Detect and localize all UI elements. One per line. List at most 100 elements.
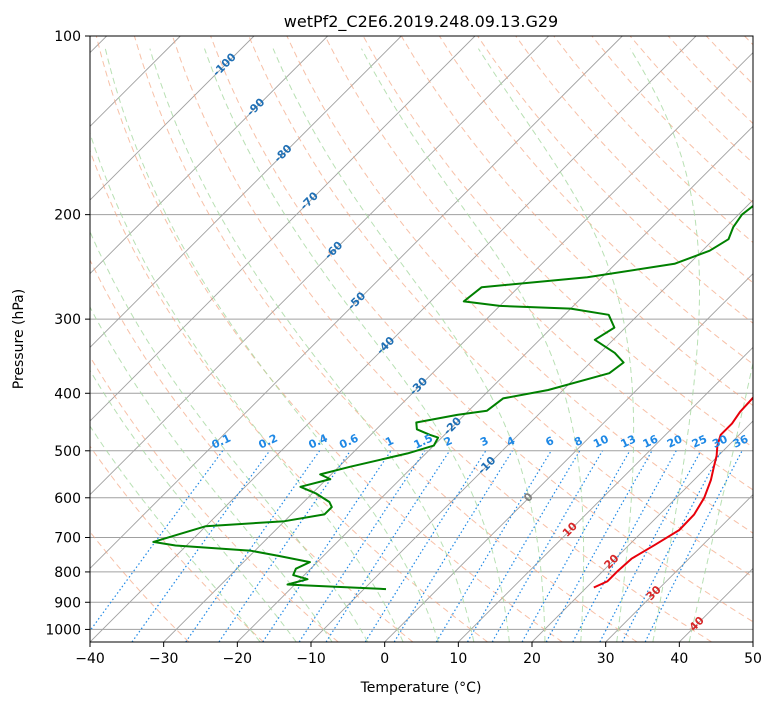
- dry-adiabat: [324, 36, 753, 491]
- y-tick-label: 600: [54, 491, 81, 507]
- x-tick-label: 10: [449, 651, 467, 667]
- y-tick-label: 500: [54, 444, 81, 460]
- dry-adiabat: [477, 36, 753, 324]
- x-tick-label: −20: [223, 651, 253, 667]
- dry-adiabat: [248, 36, 753, 578]
- mixing-ratio-label: 8: [572, 434, 584, 449]
- dry-adiabat: [515, 36, 753, 284]
- isotherm-label: -60: [322, 238, 345, 261]
- mixing-ratio-label: 3: [478, 434, 490, 449]
- dry-adiabat: [286, 36, 753, 534]
- mixing-ratio-line: [599, 450, 702, 642]
- isotherm--40: [90, 36, 697, 642]
- dry-adiabat: [95, 36, 563, 642]
- temperature-profile: [593, 396, 753, 589]
- moist-adiabat: [90, 425, 261, 642]
- isotherm-0: [384, 273, 753, 642]
- isotherm--30: [163, 52, 753, 642]
- chart-title: wetPf2_C2E6.2019.248.09.13.G29: [284, 12, 558, 32]
- isotherm-label: -80: [271, 142, 294, 165]
- mixing-ratio-label: 36: [731, 432, 751, 450]
- mixing-ratio-label: 20: [665, 432, 685, 450]
- isotherm--20: [237, 125, 753, 642]
- isotherm--100: [90, 36, 255, 201]
- y-tick-label: 700: [54, 531, 81, 547]
- isotherm-label: -40: [374, 334, 397, 357]
- moist-adiabat: [629, 48, 700, 642]
- mixing-ratio-line: [644, 450, 743, 642]
- y-tick-label: 800: [54, 565, 81, 581]
- dry-adiabat: [90, 149, 488, 642]
- dry-adiabat: [210, 36, 753, 623]
- mixing-ratio-label: 16: [641, 432, 661, 450]
- isotherm--50: [90, 36, 623, 569]
- mixing-ratio-line: [521, 450, 631, 642]
- moist-adiabat: [104, 48, 439, 642]
- dry-adiabat: [90, 445, 264, 642]
- isotherm-label: -10: [475, 454, 498, 477]
- x-tick-label: −40: [75, 651, 105, 667]
- x-tick-label: 20: [523, 651, 541, 667]
- mixing-ratio-line: [545, 450, 653, 642]
- moist-adiabat: [688, 361, 753, 642]
- moist-adiabat: [90, 306, 333, 642]
- x-tick-label: −30: [149, 651, 179, 667]
- mixing-ratio-label: 30: [710, 432, 730, 450]
- isotherm-label: 30: [644, 583, 664, 603]
- x-tick-label: 40: [670, 651, 688, 667]
- isotherm-30: [605, 494, 753, 642]
- mixing-ratio-label: 25: [690, 433, 709, 451]
- isotherm--10: [310, 199, 753, 642]
- dry-adiabat: [172, 36, 712, 642]
- dry-adiabat: [744, 36, 753, 46]
- mixing-ratio-line: [185, 450, 321, 642]
- series-lines: [152, 204, 753, 591]
- x-tick-label: 0: [380, 651, 389, 667]
- dewpoint-profile: [152, 204, 753, 591]
- mixing-ratio-label: 1: [383, 434, 395, 449]
- plot-area: 0.1 0.2 0.4 0.6 1 1.5 2 3 4 6 8 10 13 16 20 25 30 36-100-…: [90, 36, 753, 642]
- isotherm-10: [458, 346, 753, 642]
- isotherm-label: -90: [244, 95, 267, 118]
- dry-adiabat: [90, 531, 190, 642]
- y-tick-label: 200: [54, 208, 81, 224]
- y-tick-label: 1000: [45, 622, 81, 638]
- mixing-ratio-label: 13: [619, 433, 638, 451]
- isotherm--60: [90, 36, 549, 496]
- y-tick-label: 300: [54, 312, 81, 328]
- dry-adiabat: [553, 36, 753, 244]
- y-axis-ticks: 100 200 300 400 500 600 700 800 900 1000: [45, 29, 90, 638]
- moist-adiabat: [149, 48, 475, 642]
- dry-adiabat: [705, 36, 753, 85]
- mixing-ratio-line: [572, 450, 677, 642]
- mixing-ratio-line: [364, 450, 487, 642]
- mixing-ratio-line: [218, 450, 351, 642]
- y-tick-label: 400: [54, 386, 81, 402]
- dry-adiabat: [90, 355, 339, 642]
- x-axis-label: Temperature (°C): [360, 680, 482, 696]
- isotherm-label: 10: [560, 519, 580, 539]
- isotherm-label: -70: [298, 189, 321, 212]
- moist-adiabat: [477, 48, 635, 642]
- mixing-ratio-line: [262, 450, 392, 642]
- y-tick-label: 900: [54, 595, 81, 611]
- background-lines: [90, 36, 753, 642]
- mixing-ratio-label: 0.4: [307, 431, 330, 451]
- mixing-ratio-label: 0.2: [257, 432, 280, 452]
- isotherm-20: [531, 420, 753, 642]
- x-tick-label: 30: [597, 651, 615, 667]
- y-tick-label: 100: [54, 29, 81, 45]
- y-axis-label: Pressure (hPa): [11, 289, 27, 389]
- dry-adiabat: [591, 36, 753, 204]
- x-axis-ticks: −40 −30 −20 −10 0 10 20 30 40 50: [75, 642, 762, 667]
- mixing-ratio-line: [325, 450, 451, 642]
- isotherm--80: [90, 36, 402, 348]
- isotherm--70: [90, 36, 476, 422]
- isotherm-label: -30: [407, 375, 430, 398]
- moist-adiabat: [90, 131, 404, 642]
- dry-adiabat: [133, 36, 638, 642]
- isotherm-label: -100: [210, 50, 239, 79]
- moist-adiabat: [361, 48, 585, 642]
- isotherm-label: 40: [687, 614, 707, 634]
